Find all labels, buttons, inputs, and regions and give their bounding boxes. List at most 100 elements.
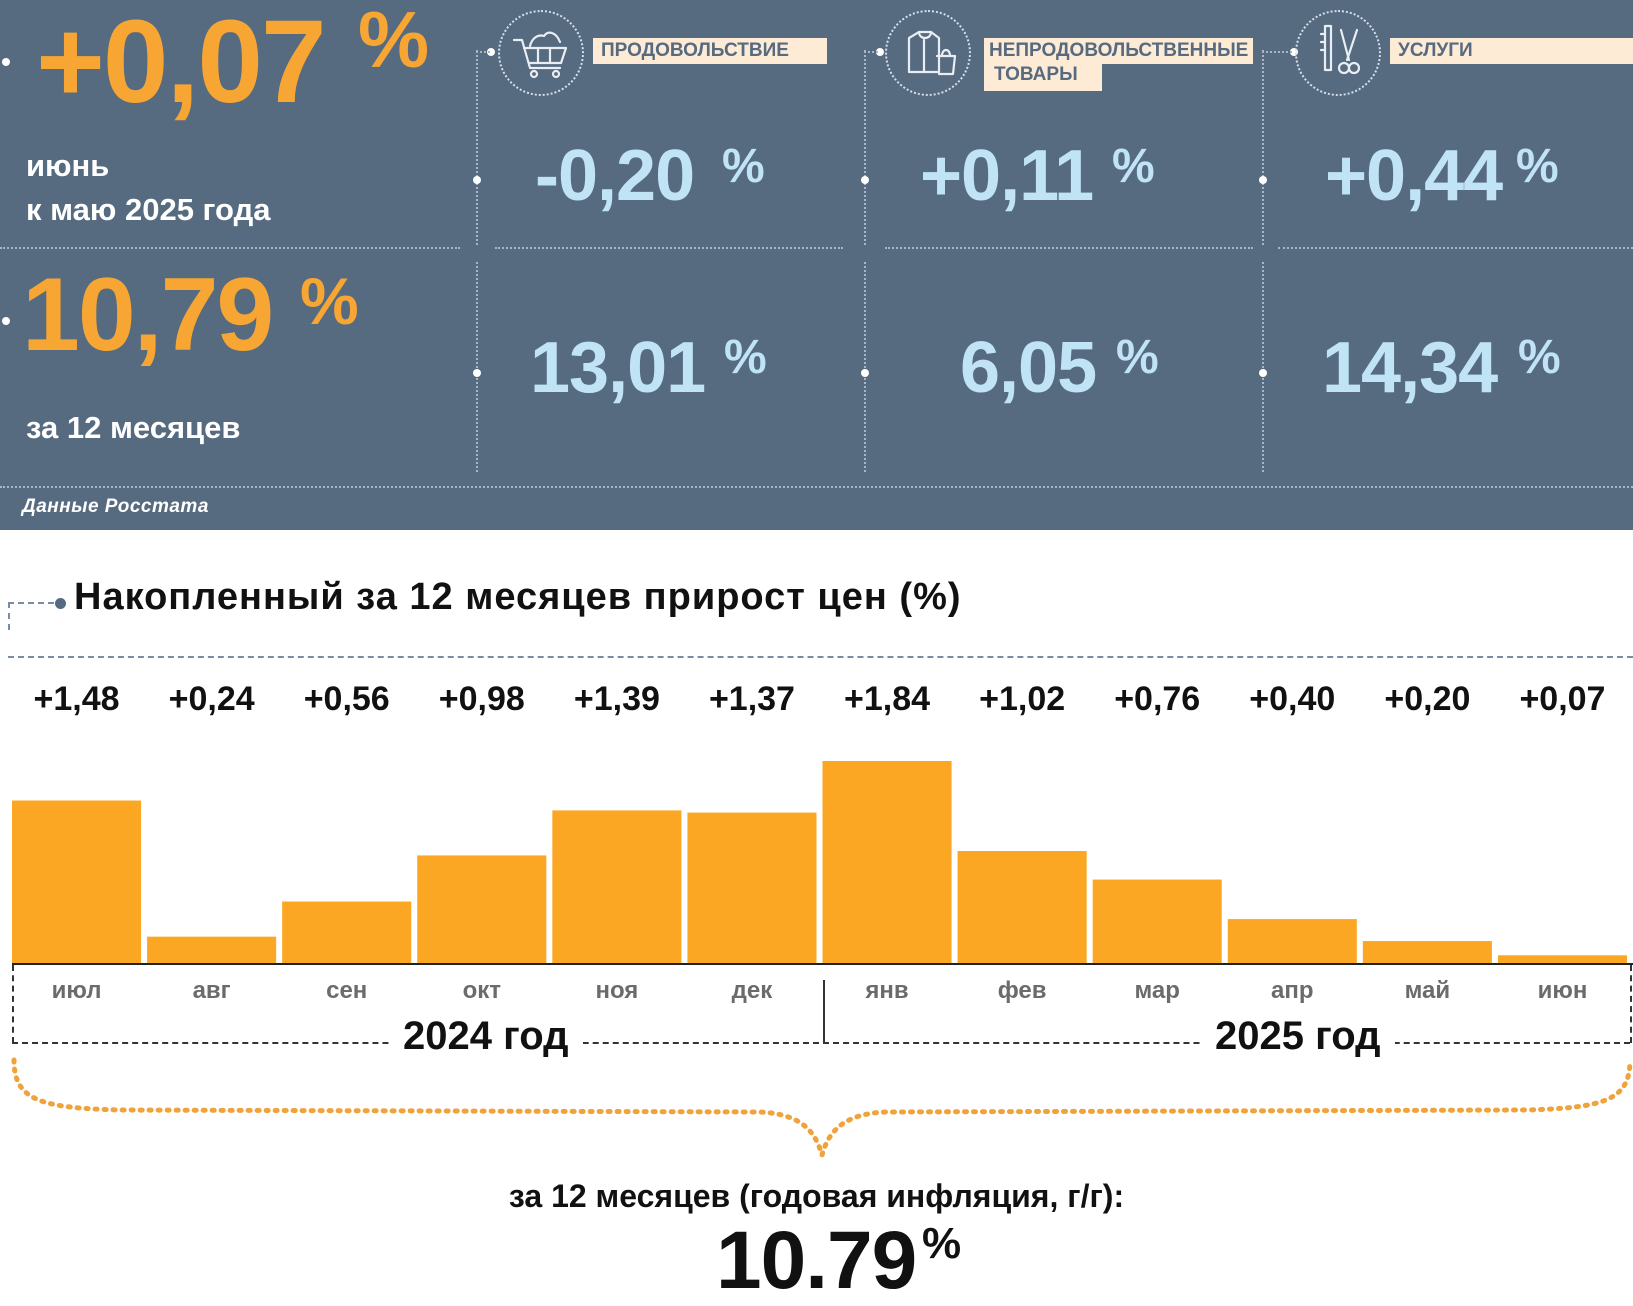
bar-июн bbox=[1497, 955, 1627, 963]
category-nonfood-label-line2: ТОВАРЫ bbox=[984, 64, 1102, 91]
month-tick-label: окт bbox=[463, 977, 502, 1004]
annual-caption: за 12 месяцев bbox=[26, 410, 241, 445]
summary-annual-value: 10.79 bbox=[716, 1215, 917, 1306]
month-tick-label: мар bbox=[1134, 977, 1179, 1004]
category-nonfood-annual-value: 6,05 bbox=[960, 328, 1097, 408]
monthly-caption-line2: к маю 2025 года bbox=[26, 192, 271, 227]
category-services-annual-value: 14,34 bbox=[1322, 328, 1498, 408]
divider-v-services bbox=[1262, 50, 1264, 245]
category-food-label: ПРОДОВОЛЬСТВИЕ bbox=[593, 38, 827, 64]
category-nonfood-annual-percent: % bbox=[1116, 331, 1159, 384]
bar-value-label: +1,02 bbox=[979, 680, 1065, 718]
monthly-percent-sign: % bbox=[358, 0, 429, 84]
bar-сен bbox=[282, 901, 412, 963]
month-tick-label: дек bbox=[732, 977, 774, 1004]
connector bbox=[476, 51, 490, 53]
category-nonfood-monthly-percent: % bbox=[1112, 140, 1155, 193]
summary-percent: % bbox=[922, 1219, 962, 1268]
bar-апр bbox=[1227, 919, 1357, 963]
chart-title-row: Накопленный за 12 месяцев прирост цен (%… bbox=[8, 574, 1633, 658]
divider-v-food bbox=[476, 50, 478, 245]
bar-value-label: +1,39 bbox=[574, 680, 660, 718]
month-tick-label: июл bbox=[52, 977, 102, 1004]
year-separator bbox=[823, 980, 825, 1042]
month-tick-label: авг bbox=[193, 977, 231, 1004]
month-tick-label: ноя bbox=[595, 977, 638, 1004]
connector bbox=[864, 51, 878, 53]
category-nonfood-label: НЕПРОДОВОЛЬСТВЕННЫЕ ТОВАРЫ bbox=[984, 38, 1254, 91]
divider-h-services bbox=[1278, 247, 1633, 249]
bar-value-label: +0,76 bbox=[1114, 680, 1200, 718]
bar-фев bbox=[957, 851, 1087, 963]
annual-percent-sign: % bbox=[300, 264, 359, 338]
divider-v-services-2 bbox=[1262, 262, 1264, 472]
monthly-change-value: +0,07 bbox=[36, 0, 327, 128]
bar-июл bbox=[12, 800, 142, 963]
shopping-cart-icon bbox=[512, 31, 568, 79]
marker-dot bbox=[876, 48, 884, 56]
connector bbox=[1262, 51, 1292, 53]
divider-v-goods bbox=[864, 50, 866, 245]
year-label-2025: 2025 год bbox=[1201, 1014, 1395, 1059]
annual-inflation-value: 10,79 bbox=[22, 257, 274, 373]
category-food-monthly-percent: % bbox=[722, 140, 765, 193]
marker-dot bbox=[487, 48, 495, 56]
marker-dot bbox=[2, 58, 10, 66]
bar-янв bbox=[822, 761, 952, 963]
category-food-annual-value: 13,01 bbox=[530, 328, 706, 408]
bar-value-label: +0,98 bbox=[439, 680, 525, 718]
marker-dot bbox=[1259, 176, 1267, 184]
category-nonfood-icon-circle bbox=[885, 10, 971, 96]
bar-май bbox=[1362, 941, 1492, 963]
comb-scissors-icon bbox=[1319, 24, 1361, 75]
data-source: Данные Росстата bbox=[22, 496, 209, 517]
divider-h-food bbox=[495, 247, 843, 249]
category-nonfood-label-line1: НЕПРОДОВОЛЬСТВЕННЫЕ bbox=[984, 38, 1254, 64]
month-tick-label: июн bbox=[1538, 977, 1588, 1004]
bar-value-label: +0,07 bbox=[1519, 680, 1605, 718]
category-services-label: УСЛУГИ bbox=[1390, 38, 1633, 64]
bar-мар bbox=[1092, 879, 1222, 963]
bar-value-label: +1,37 bbox=[709, 680, 795, 718]
year-label-2024: 2024 год bbox=[389, 1014, 583, 1059]
title-bracket bbox=[8, 602, 1633, 630]
marker-dot bbox=[473, 176, 481, 184]
axis-right-tick bbox=[1630, 965, 1632, 1043]
title-dot bbox=[55, 598, 66, 609]
title-bracket-bottom bbox=[8, 656, 1633, 658]
bar-окт bbox=[417, 855, 547, 963]
monthly-caption-line1: июнь bbox=[26, 148, 110, 183]
bar-value-label: +0,40 bbox=[1249, 680, 1335, 718]
category-food-icon-circle bbox=[498, 10, 584, 96]
bar-value-label: +0,56 bbox=[304, 680, 390, 718]
divider-h-goods bbox=[885, 247, 1253, 249]
divider-v-food-2 bbox=[476, 262, 478, 472]
category-food-monthly-value: -0,20 bbox=[535, 136, 695, 216]
month-tick-label: янв bbox=[864, 977, 908, 1004]
marker-dot bbox=[861, 176, 869, 184]
summary-brace bbox=[11, 1057, 1633, 1165]
summary-caption: за 12 месяцев (годовая инфляция, г/г): bbox=[508, 1178, 1125, 1214]
marker-dot bbox=[473, 369, 481, 377]
category-services-monthly-percent: % bbox=[1516, 140, 1559, 193]
bar-value-label: +1,48 bbox=[34, 680, 120, 718]
bar-ноя bbox=[552, 810, 682, 963]
month-tick-label: май bbox=[1405, 977, 1451, 1004]
category-services-annual-percent: % bbox=[1518, 331, 1561, 384]
bar-value-label: +0,24 bbox=[169, 680, 255, 718]
divider-h-left bbox=[0, 247, 460, 249]
summary-panel: +0,07 % июнь к маю 2025 года 10,79 % за … bbox=[0, 0, 1633, 530]
bar-value-label: +1,84 bbox=[844, 680, 930, 718]
category-services-icon-circle bbox=[1295, 10, 1381, 96]
marker-dot bbox=[2, 317, 10, 325]
year-dashed-line bbox=[12, 1042, 1630, 1044]
category-nonfood-monthly-value: +0,11 bbox=[920, 136, 1094, 216]
month-tick-label: фев bbox=[998, 977, 1047, 1004]
bar-value-label: +0,20 bbox=[1384, 680, 1470, 718]
marker-dot bbox=[1290, 48, 1298, 56]
category-food-annual-percent: % bbox=[724, 331, 767, 384]
marker-dot bbox=[1259, 369, 1267, 377]
divider-h-bottom bbox=[0, 486, 1633, 488]
marker-dot bbox=[861, 369, 869, 377]
divider-v-goods-2 bbox=[864, 262, 866, 472]
